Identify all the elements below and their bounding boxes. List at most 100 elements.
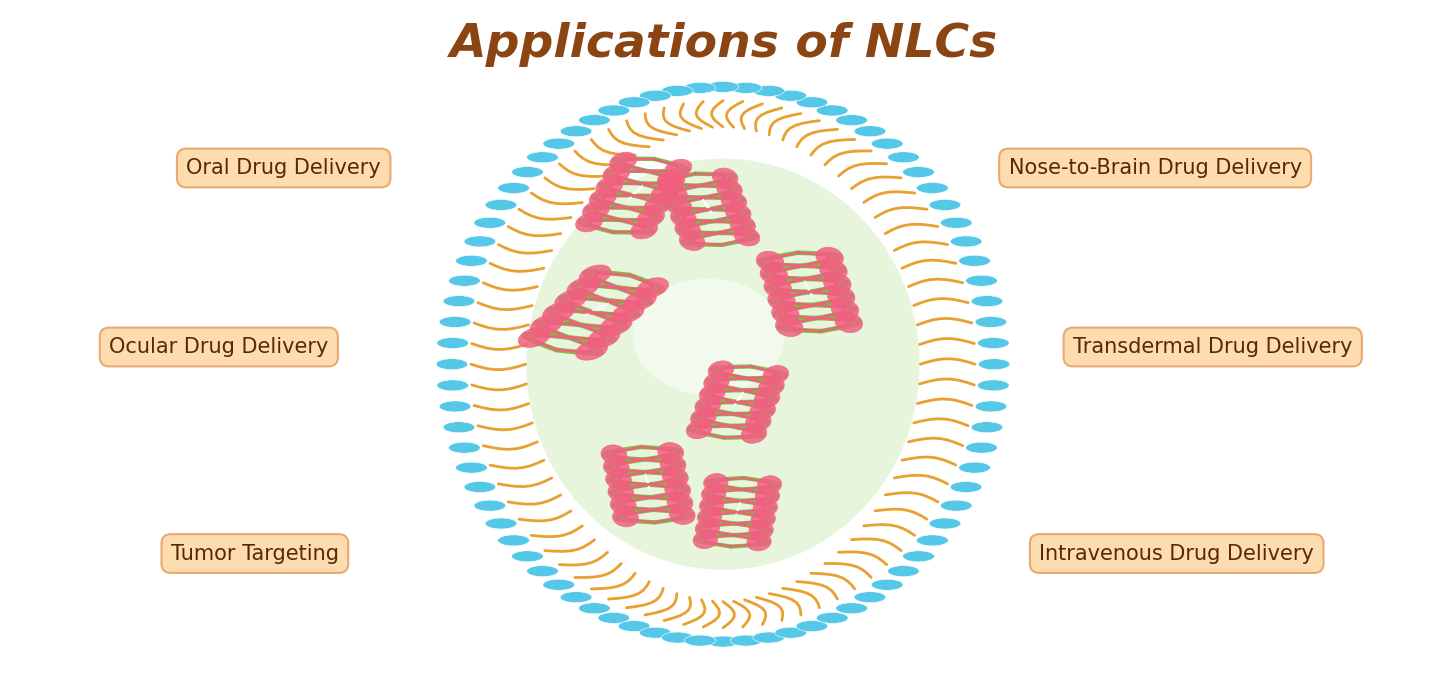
Ellipse shape [975,316,1006,328]
Ellipse shape [578,603,610,613]
Ellipse shape [464,482,496,493]
Ellipse shape [746,413,771,432]
Ellipse shape [542,579,574,591]
Ellipse shape [474,217,506,228]
Ellipse shape [902,551,934,562]
Ellipse shape [817,105,847,116]
Ellipse shape [619,96,649,108]
Ellipse shape [464,236,496,247]
Ellipse shape [576,213,603,232]
Ellipse shape [817,612,847,623]
Ellipse shape [542,303,574,323]
Ellipse shape [746,533,771,551]
Ellipse shape [667,493,693,512]
Text: Tumor Targeting: Tumor Targeting [171,543,338,564]
Ellipse shape [651,184,678,203]
Ellipse shape [824,273,852,294]
Ellipse shape [567,278,599,298]
Ellipse shape [855,126,886,137]
Ellipse shape [440,316,471,328]
Ellipse shape [959,255,991,266]
Ellipse shape [440,401,471,412]
Ellipse shape [639,90,671,101]
Ellipse shape [669,505,696,525]
Ellipse shape [753,85,785,96]
Ellipse shape [820,260,847,280]
Ellipse shape [590,189,616,208]
Ellipse shape [560,126,591,137]
Ellipse shape [518,328,549,348]
Ellipse shape [940,500,972,511]
Ellipse shape [600,315,632,335]
Ellipse shape [512,551,544,562]
Ellipse shape [610,496,636,514]
Ellipse shape [749,521,774,539]
Ellipse shape [665,159,691,178]
Ellipse shape [687,420,711,439]
Ellipse shape [713,168,737,187]
Ellipse shape [661,85,693,96]
Ellipse shape [758,476,782,493]
Ellipse shape [959,462,991,473]
Ellipse shape [775,627,807,638]
Ellipse shape [474,500,506,511]
Ellipse shape [486,199,516,210]
Ellipse shape [625,290,656,310]
Ellipse shape [975,401,1006,412]
Ellipse shape [633,279,784,395]
Ellipse shape [717,180,742,198]
Ellipse shape [684,83,716,94]
Ellipse shape [675,220,700,239]
Ellipse shape [917,183,949,194]
Ellipse shape [763,278,791,298]
Ellipse shape [816,247,843,267]
Text: Ocular Drug Delivery: Ocular Drug Delivery [108,337,328,357]
Ellipse shape [619,620,649,632]
Ellipse shape [645,196,671,214]
Ellipse shape [448,276,480,286]
Ellipse shape [755,487,779,505]
Ellipse shape [730,635,762,646]
Ellipse shape [696,396,720,415]
Ellipse shape [709,361,733,380]
Ellipse shape [707,81,739,92]
Text: Oral Drug Delivery: Oral Drug Delivery [187,158,382,178]
Ellipse shape [526,159,920,570]
Text: Nose-to-Brain Drug Delivery: Nose-to-Brain Drug Delivery [1008,158,1301,178]
Ellipse shape [578,265,612,285]
Ellipse shape [966,442,998,453]
Ellipse shape [662,185,687,203]
Ellipse shape [589,328,620,348]
Ellipse shape [707,636,739,647]
Ellipse shape [735,228,759,246]
Ellipse shape [437,359,467,370]
Ellipse shape [560,592,591,602]
Text: Applications of NLCs: Applications of NLCs [448,22,998,67]
Ellipse shape [700,384,724,403]
Ellipse shape [977,337,1009,348]
Ellipse shape [662,468,688,486]
Ellipse shape [667,196,691,215]
Ellipse shape [665,480,691,499]
Ellipse shape [526,566,558,577]
Ellipse shape [979,359,1009,370]
Ellipse shape [696,519,720,537]
Ellipse shape [836,603,868,613]
Ellipse shape [542,138,574,149]
Ellipse shape [497,183,529,194]
Ellipse shape [596,176,623,195]
Ellipse shape [831,300,859,319]
Ellipse shape [497,535,529,546]
Ellipse shape [661,455,685,474]
Ellipse shape [555,290,587,310]
Ellipse shape [704,373,729,391]
Ellipse shape [636,278,668,298]
Ellipse shape [917,535,949,546]
Ellipse shape [972,296,1004,307]
Ellipse shape [730,216,755,234]
Ellipse shape [612,303,643,323]
Ellipse shape [697,508,722,526]
Ellipse shape [930,518,960,529]
Ellipse shape [576,340,607,360]
Ellipse shape [583,201,609,220]
